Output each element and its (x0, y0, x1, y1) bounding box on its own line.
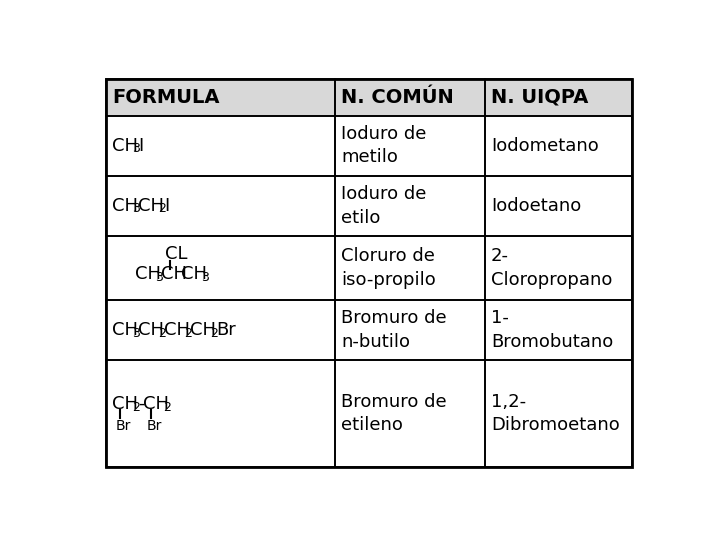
Text: 3: 3 (132, 142, 140, 155)
Text: 2: 2 (158, 202, 166, 215)
Bar (335, 236, 485, 300)
Text: CH: CH (112, 197, 138, 215)
Bar (106, 300, 335, 360)
Bar (106, 300, 335, 360)
Bar (106, 176, 335, 236)
Text: CH: CH (135, 265, 161, 283)
Text: FORMULA: FORMULA (112, 87, 220, 106)
Text: CH: CH (164, 321, 190, 339)
Text: CH: CH (143, 395, 169, 413)
Text: Bromuro de
n-butilo: Bromuro de n-butilo (341, 309, 446, 351)
Text: 2-
Cloropropano: 2- Cloropropano (491, 247, 613, 289)
Text: Br: Br (147, 418, 162, 433)
Text: CH: CH (112, 321, 138, 339)
Text: Ioduro de
metilo: Ioduro de metilo (341, 125, 426, 166)
Bar (335, 79, 485, 116)
Bar (485, 176, 632, 236)
Bar (106, 360, 335, 467)
Text: 2: 2 (184, 327, 192, 340)
Bar (335, 116, 485, 176)
Bar (485, 300, 632, 360)
Bar (106, 79, 335, 116)
Text: 3: 3 (201, 271, 209, 284)
Text: Br: Br (116, 418, 131, 433)
Text: 2: 2 (210, 327, 218, 340)
Text: 1-
Bromobutano: 1- Bromobutano (491, 309, 613, 351)
Bar (335, 300, 485, 360)
Text: Ioduro de
etilo: Ioduro de etilo (341, 185, 426, 227)
Text: Bromuro de
etileno: Bromuro de etileno (341, 393, 446, 434)
Text: 3: 3 (155, 271, 163, 284)
Bar (106, 79, 335, 116)
Bar (106, 360, 335, 467)
Bar (485, 236, 632, 300)
Bar (335, 360, 485, 467)
Text: 1,2-
Dibromoetano: 1,2- Dibromoetano (491, 393, 620, 434)
Bar (485, 116, 632, 176)
Bar (335, 176, 485, 236)
Text: Br: Br (216, 321, 236, 339)
Text: -: - (138, 395, 145, 413)
Text: CH: CH (112, 137, 138, 154)
Text: 2: 2 (163, 401, 171, 414)
Bar (335, 236, 485, 300)
Text: CH: CH (161, 265, 187, 283)
Bar (106, 176, 335, 236)
Text: 3: 3 (132, 327, 140, 340)
Bar (106, 236, 335, 300)
Text: 2: 2 (132, 401, 140, 414)
Bar (335, 116, 485, 176)
Text: CH: CH (181, 265, 207, 283)
Text: 3: 3 (132, 202, 140, 215)
Bar (485, 236, 632, 300)
Text: CH: CH (112, 395, 138, 413)
Bar (335, 300, 485, 360)
Text: I: I (164, 197, 169, 215)
Bar (335, 360, 485, 467)
Text: N. COMÚN: N. COMÚN (341, 87, 454, 106)
Text: Iodometano: Iodometano (491, 137, 599, 154)
Text: Cloruro de
iso-propilo: Cloruro de iso-propilo (341, 247, 436, 289)
Bar (485, 176, 632, 236)
Bar (485, 360, 632, 467)
Text: 2: 2 (158, 327, 166, 340)
Bar (106, 236, 335, 300)
Bar (485, 360, 632, 467)
Text: Iodoetano: Iodoetano (491, 197, 581, 215)
Bar (335, 176, 485, 236)
Bar (485, 300, 632, 360)
Bar (106, 116, 335, 176)
Bar (106, 116, 335, 176)
Text: N. UIQPA: N. UIQPA (491, 87, 588, 106)
Text: CH: CH (190, 321, 216, 339)
Text: CL: CL (165, 245, 187, 263)
Text: CH: CH (138, 321, 164, 339)
Bar (485, 79, 632, 116)
Bar (485, 79, 632, 116)
Bar (335, 79, 485, 116)
Text: CH: CH (138, 197, 164, 215)
Text: I: I (138, 137, 143, 154)
Bar (485, 116, 632, 176)
